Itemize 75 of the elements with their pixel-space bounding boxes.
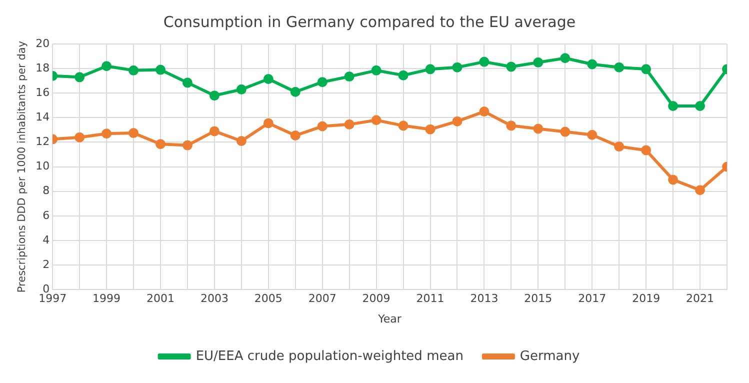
point [398,120,408,131]
y-tick-label: 16 [36,86,50,99]
x-tick-label: 2003 [200,292,228,306]
point [317,121,328,132]
x-tick-label: 2021 [686,292,714,306]
point [236,136,246,146]
point [668,101,678,112]
point [506,62,516,72]
point [425,124,436,134]
x-tick-label: 2017 [578,292,606,306]
point [641,145,652,156]
y-tick-label: 10 [36,160,50,173]
point [452,62,462,72]
y-tick-label: 6 [42,208,50,222]
point [371,115,382,126]
point [560,126,570,137]
y-tick-label: 8 [42,184,50,198]
point [209,126,220,136]
point [344,119,354,130]
y-axis-title: Prescriptions DDD per 1000 inhabitants per day [16,40,28,293]
point [587,59,598,70]
legend-label: EU/EEA crude population-weighted mean [196,348,464,364]
x-tick-label: 2011 [416,292,444,306]
point [425,64,436,74]
point [102,61,112,72]
point [533,57,544,68]
point [128,128,139,138]
x-tick-label: 2005 [254,292,282,306]
point [371,65,382,76]
point [156,64,166,75]
point [156,139,166,150]
point [668,174,678,185]
point [695,101,706,112]
point [182,140,192,150]
point [344,72,354,82]
point [452,116,462,126]
point [128,65,139,76]
point [290,86,300,97]
point [614,62,624,72]
point [533,124,544,134]
point [479,56,490,67]
point [614,142,624,152]
point [263,74,274,84]
point [398,70,408,80]
legend-label: Germany [520,348,580,364]
chart-title: Consumption in Germany compared to the EU average [163,12,576,31]
point [74,132,85,142]
x-tick-label: 2019 [632,292,660,306]
point [317,77,328,88]
point [560,53,570,64]
x-axis-title: Year [377,312,402,326]
point [209,90,220,101]
x-tick-label: 1999 [92,292,121,306]
y-tick-label: 12 [36,135,50,148]
x-tick-label: 2001 [146,292,174,306]
y-tick-label: 20 [36,36,50,50]
y-tick-label: 14 [36,110,50,124]
x-tick-label: 2015 [524,292,552,306]
x-tick-label: 2013 [470,292,498,306]
x-tick-label: 2009 [362,292,390,306]
point [102,128,112,139]
x-tick-label: 2007 [308,292,336,306]
point [263,118,274,128]
point [506,120,516,131]
point [479,106,490,117]
y-tick-label: 2 [42,258,50,271]
point [236,84,246,94]
point [182,78,192,88]
point [74,72,85,82]
y-tick-label: 4 [42,233,50,246]
y-tick-label: 18 [36,61,50,74]
point [641,64,652,74]
point [695,185,706,196]
point [587,130,598,140]
point [290,130,300,140]
